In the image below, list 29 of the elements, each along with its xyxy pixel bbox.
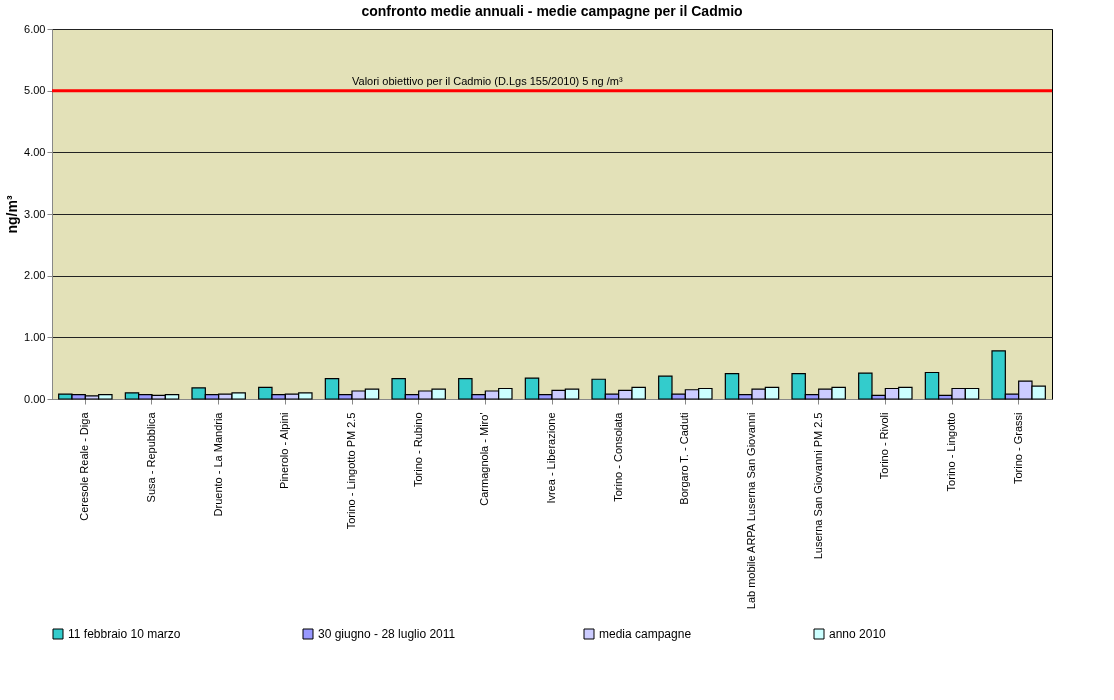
x-tick-label: Susa - Repubblica [145, 411, 157, 503]
x-tick-label: Torino - Lingotto [945, 412, 957, 492]
chart-title: confronto medie annuali - medie campagne per il Cadmio [361, 3, 743, 19]
x-tick-label: Torino - Rivoli [878, 412, 891, 480]
y-axis-title: ng/m³ [4, 195, 21, 234]
x-tick-label: Ceresole Reale - Diga [78, 411, 91, 521]
y-tick-label: 6.00 [24, 22, 46, 35]
x-tick-label: Luserna San Giovanni PM 2.5 [811, 412, 824, 560]
y-tick-label: 2.00 [24, 269, 46, 282]
x-tick-label: Torino - Grassi [1011, 412, 1024, 485]
x-tick-label: Druento - La Mandria [211, 411, 224, 517]
x-tick-label: Torino - Lingotto PM 2.5 [345, 412, 357, 530]
x-tick-label: Torino - Rubino [411, 412, 424, 488]
legend-label: 30 giugno - 28 luglio 2011 [318, 627, 456, 641]
y-tick-label: 4.00 [24, 145, 46, 158]
x-tick-label: Torino - Consolata [611, 411, 624, 502]
x-tick-label: Lab mobile ARPA Luserna San Giovanni [745, 412, 757, 610]
ref-line-label: Valori obiettivo per il Cadmio (D.Lgs 155/2010) 5 ng /m³ [352, 74, 623, 87]
legend-label: anno 2010 [829, 627, 887, 641]
legend-label: media campagne [599, 627, 692, 641]
y-tick-label: 5.00 [24, 84, 46, 97]
x-tick-label: Pinerolo - Alpini [278, 412, 291, 489]
y-tick-label: 0.00 [24, 392, 46, 405]
x-tick-label: Borgaro T. - Caduti [678, 412, 691, 505]
legend-label: 11 febbraio 10 marzo [68, 627, 181, 641]
x-tick-label: Ivrea - Liberazione [545, 412, 557, 504]
y-tick-label: 1.00 [24, 330, 46, 343]
y-tick-label: 3.00 [24, 207, 46, 220]
x-tick-label: Carmagnola - Miro' [478, 412, 491, 506]
